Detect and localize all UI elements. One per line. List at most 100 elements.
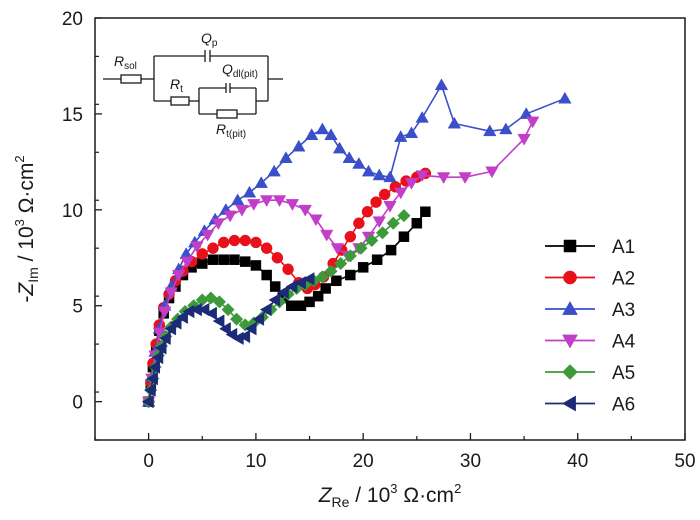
data-point-a4 xyxy=(247,199,261,211)
data-point-a3 xyxy=(372,168,386,181)
data-point-a4 xyxy=(485,166,499,179)
legend-label: A2 xyxy=(612,269,635,290)
data-point-a4 xyxy=(164,287,178,300)
data-point-a5 xyxy=(397,208,411,223)
label-r-t-pit: Rt(pit) xyxy=(216,121,246,140)
data-point-a3 xyxy=(499,122,513,135)
data-point-a5 xyxy=(354,241,368,255)
data-point-a3 xyxy=(404,126,419,139)
label-q-p: Qp xyxy=(201,30,218,49)
resistor-r-t-pit xyxy=(216,109,238,119)
data-point-a1 xyxy=(312,290,324,302)
data-point-a6 xyxy=(176,310,188,324)
data-point-a3 xyxy=(267,164,281,177)
data-point-a1 xyxy=(331,275,342,287)
data-point-a6 xyxy=(244,322,257,336)
data-point-a4 xyxy=(458,172,472,184)
label-r-t: Rt xyxy=(170,76,183,95)
data-point-a2 xyxy=(344,230,357,243)
data-point-a4 xyxy=(180,256,194,269)
data-point-a3 xyxy=(315,122,330,135)
data-point-a6 xyxy=(151,350,164,365)
data-point-a6 xyxy=(212,314,225,328)
data-point-a1 xyxy=(385,244,397,256)
data-point-a4 xyxy=(415,170,429,183)
data-point-a6 xyxy=(144,383,156,397)
data-point-a1 xyxy=(229,254,240,265)
legend-marker xyxy=(561,395,576,412)
data-point-a2 xyxy=(271,252,284,264)
data-point-a5 xyxy=(315,270,330,284)
data-point-a1 xyxy=(197,258,208,269)
data-point-a3 xyxy=(558,91,572,104)
data-point-a1 xyxy=(371,254,383,265)
y-tick-label: 20 xyxy=(62,9,83,30)
data-point-a4 xyxy=(171,270,186,282)
data-point-a2 xyxy=(282,263,294,276)
data-point-a6 xyxy=(268,293,281,307)
label-q-dl-pit: Qdl(pit) xyxy=(222,61,258,80)
data-point-a3 xyxy=(434,78,449,91)
data-point-a6 xyxy=(148,360,161,374)
x-tick-label: 0 xyxy=(143,451,154,472)
data-point-a1 xyxy=(261,269,272,281)
data-point-a1 xyxy=(345,269,356,281)
data-point-a5 xyxy=(334,256,348,271)
data-point-a3 xyxy=(342,151,356,163)
data-point-a3 xyxy=(394,130,408,142)
data-point-a2 xyxy=(196,248,209,260)
data-point-a3 xyxy=(519,107,533,119)
data-point-a1 xyxy=(239,256,251,267)
data-point-a3 xyxy=(332,141,347,154)
data-point-a3 xyxy=(352,157,366,169)
data-point-a1 xyxy=(398,231,410,242)
data-point-a6 xyxy=(146,371,158,386)
data-point-a4 xyxy=(320,229,334,242)
legend-label: A3 xyxy=(612,300,635,321)
x-tick-label: 30 xyxy=(460,451,481,472)
y-axis-title: -ZIm / 103 Ω·cm2 xyxy=(12,155,41,302)
data-point-a6 xyxy=(159,331,171,346)
data-point-a1 xyxy=(420,206,431,217)
data-point-a6 xyxy=(259,302,272,317)
data-point-a3 xyxy=(361,164,376,177)
data-point-a4 xyxy=(298,204,312,217)
data-point-a4 xyxy=(404,178,419,190)
data-point-a6 xyxy=(197,302,210,317)
data-point-a4 xyxy=(190,241,204,254)
y-tick-label: 10 xyxy=(62,201,83,222)
data-point-a4 xyxy=(394,187,408,200)
legend-label: A4 xyxy=(612,332,636,353)
data-point-a2 xyxy=(260,242,273,254)
data-point-a6 xyxy=(205,306,217,321)
data-point-a5 xyxy=(375,226,390,240)
data-point-a2 xyxy=(239,234,251,247)
data-point-a6 xyxy=(302,272,315,286)
data-point-a2 xyxy=(353,217,365,229)
data-point-a1 xyxy=(411,217,423,229)
data-point-a1 xyxy=(207,254,219,265)
data-point-a3 xyxy=(447,116,462,129)
resistor-r-sol xyxy=(120,74,142,84)
x-tick-label: 40 xyxy=(567,451,588,472)
data-point-a6 xyxy=(238,329,251,344)
data-point-a3 xyxy=(483,124,497,137)
data-point-a6 xyxy=(141,394,154,409)
data-point-a4 xyxy=(372,216,386,229)
data-point-a2 xyxy=(370,196,382,208)
data-point-a4 xyxy=(211,218,226,230)
data-point-a3 xyxy=(305,128,319,140)
data-point-a1 xyxy=(320,283,331,294)
data-point-a1 xyxy=(357,262,369,273)
data-point-a6 xyxy=(252,312,265,326)
data-point-a6 xyxy=(219,322,231,336)
data-point-a4 xyxy=(330,243,345,255)
resistor-r-t xyxy=(170,96,190,106)
data-point-a6 xyxy=(285,279,298,294)
data-point-a4 xyxy=(223,210,237,223)
data-point-a4 xyxy=(272,195,287,207)
data-point-a2 xyxy=(378,188,391,201)
legend-marker xyxy=(562,334,578,349)
data-point-a6 xyxy=(164,322,177,336)
data-point-a1 xyxy=(286,300,297,311)
